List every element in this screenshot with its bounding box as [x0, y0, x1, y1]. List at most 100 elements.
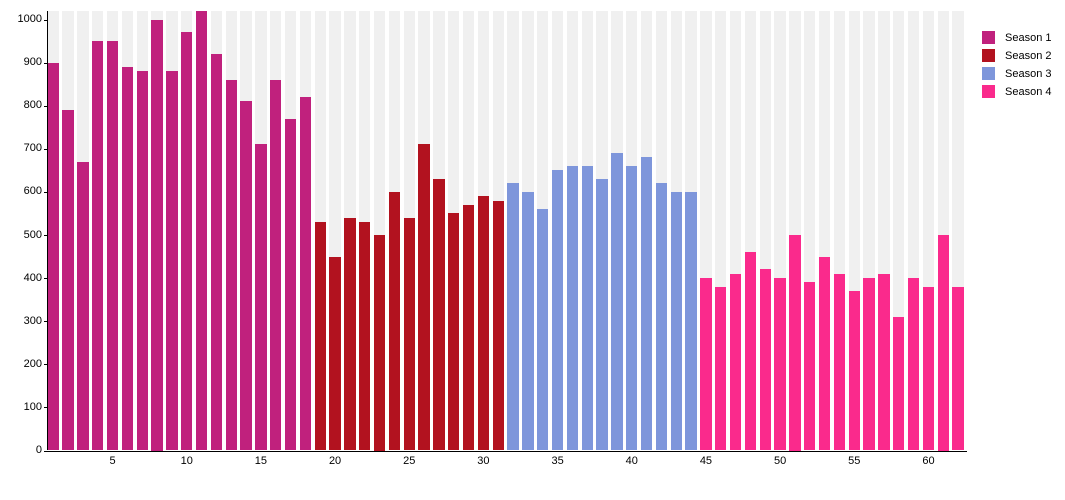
bar-episode-26	[418, 144, 430, 451]
y-tick-mark	[43, 62, 48, 64]
background-stripe	[833, 10, 846, 451]
legend-label: Season 1	[1005, 31, 1052, 44]
y-tick-label: 800	[23, 99, 42, 112]
background-stripe	[715, 10, 727, 451]
background-stripe	[729, 10, 742, 451]
background-stripe	[848, 10, 860, 451]
y-axis-line	[47, 10, 49, 451]
x-tick-label: 45	[699, 455, 713, 467]
bar-episode-47	[729, 273, 742, 451]
background-stripe	[893, 10, 905, 451]
x-tick-label: 30	[477, 455, 490, 467]
bar-episode-3	[77, 161, 89, 451]
bar-episode-19	[314, 222, 326, 451]
bar-episode-61	[937, 235, 949, 451]
background-stripe	[329, 10, 341, 451]
y-tick-mark	[43, 235, 48, 236]
y-tick-mark	[43, 364, 48, 366]
bar-episode-58	[893, 316, 905, 451]
x-axis-line	[46, 450, 967, 453]
bar-episode-25	[403, 217, 415, 451]
bar-episode-32	[507, 183, 519, 451]
y-tick-mark	[43, 278, 48, 280]
x-tick-label: 55	[848, 455, 861, 467]
bar-episode-21	[344, 217, 356, 451]
legend-item-season-1: Season 1	[982, 31, 1051, 44]
bar-episode-48	[744, 252, 757, 451]
bar-episode-9	[166, 71, 178, 451]
y-tick-mark	[43, 407, 48, 409]
bar-episode-54	[833, 273, 846, 451]
bar-episode-23	[373, 235, 386, 451]
background-stripe	[744, 10, 757, 451]
background-stripe	[952, 10, 964, 451]
bar-episode-52	[804, 282, 816, 451]
bar-episode-42	[655, 183, 668, 451]
x-tick-label: 10	[180, 455, 193, 467]
bar-episode-33	[522, 191, 534, 451]
bar-episode-56	[863, 278, 875, 451]
y-tick-label: 600	[23, 185, 42, 198]
x-tick-label: 50	[773, 455, 787, 467]
legend-label: Season 2	[1005, 49, 1052, 62]
y-tick-label: 100	[23, 400, 42, 413]
legend-item-season-4: Season 4	[982, 85, 1051, 98]
background-stripe	[907, 10, 920, 451]
bar-episode-11	[195, 10, 208, 451]
bar-episode-14	[240, 101, 252, 451]
y-tick-label: 200	[23, 357, 42, 370]
y-tick-mark	[43, 19, 48, 21]
background-stripe	[818, 10, 831, 451]
legend-item-season-2: Season 2	[982, 49, 1051, 62]
legend-swatch-icon	[982, 85, 995, 98]
bar-episode-44	[685, 191, 697, 451]
bar-episode-4	[92, 41, 104, 451]
bar-episode-10	[181, 32, 193, 451]
background-stripe	[878, 10, 890, 451]
y-tick-mark	[43, 321, 48, 323]
bar-episode-35	[551, 170, 564, 451]
bar-episode-12	[210, 53, 223, 451]
y-tick-label: 1000	[17, 13, 42, 25]
y-tick-mark	[43, 148, 48, 150]
background-stripe	[804, 10, 816, 451]
bar-episode-20	[329, 256, 341, 451]
bar-episode-13	[225, 79, 237, 451]
bar-episode-37	[581, 166, 593, 451]
bar-episode-8	[151, 19, 163, 451]
x-tick-label: 20	[328, 455, 342, 467]
background-stripe	[937, 10, 949, 451]
y-tick-mark	[43, 450, 48, 452]
x-tick-label: 35	[551, 455, 564, 467]
bar-episode-17	[284, 118, 297, 451]
bar-episode-2	[62, 110, 74, 451]
bar-episode-30	[477, 196, 490, 451]
background-stripe	[774, 10, 786, 451]
background-stripe	[373, 10, 386, 451]
y-tick-mark	[43, 191, 48, 193]
legend-label: Season 4	[1005, 85, 1052, 98]
bar-episode-49	[759, 269, 771, 451]
bar-episode-22	[359, 222, 371, 451]
bar-episode-31	[492, 200, 504, 451]
background-stripe	[700, 10, 712, 451]
legend-swatch-icon	[982, 31, 995, 44]
bar-episode-53	[818, 256, 831, 451]
bar-episode-29	[462, 204, 475, 451]
background-stripe	[759, 10, 771, 451]
legend-label: Season 3	[1005, 67, 1052, 80]
bar-episode-16	[270, 79, 282, 451]
bar-episode-36	[566, 166, 579, 451]
bar-episode-5	[106, 41, 119, 451]
bar-episode-28	[448, 213, 460, 451]
bar-episode-45	[700, 278, 712, 451]
bar-episode-24	[388, 191, 401, 451]
legend-swatch-icon	[982, 67, 995, 80]
background-stripe	[922, 10, 935, 451]
bar-episode-18	[299, 97, 312, 451]
bar-episode-50	[774, 278, 786, 451]
bar-episode-60	[922, 286, 935, 451]
background-stripe	[863, 10, 875, 451]
bar-episode-41	[640, 157, 653, 451]
